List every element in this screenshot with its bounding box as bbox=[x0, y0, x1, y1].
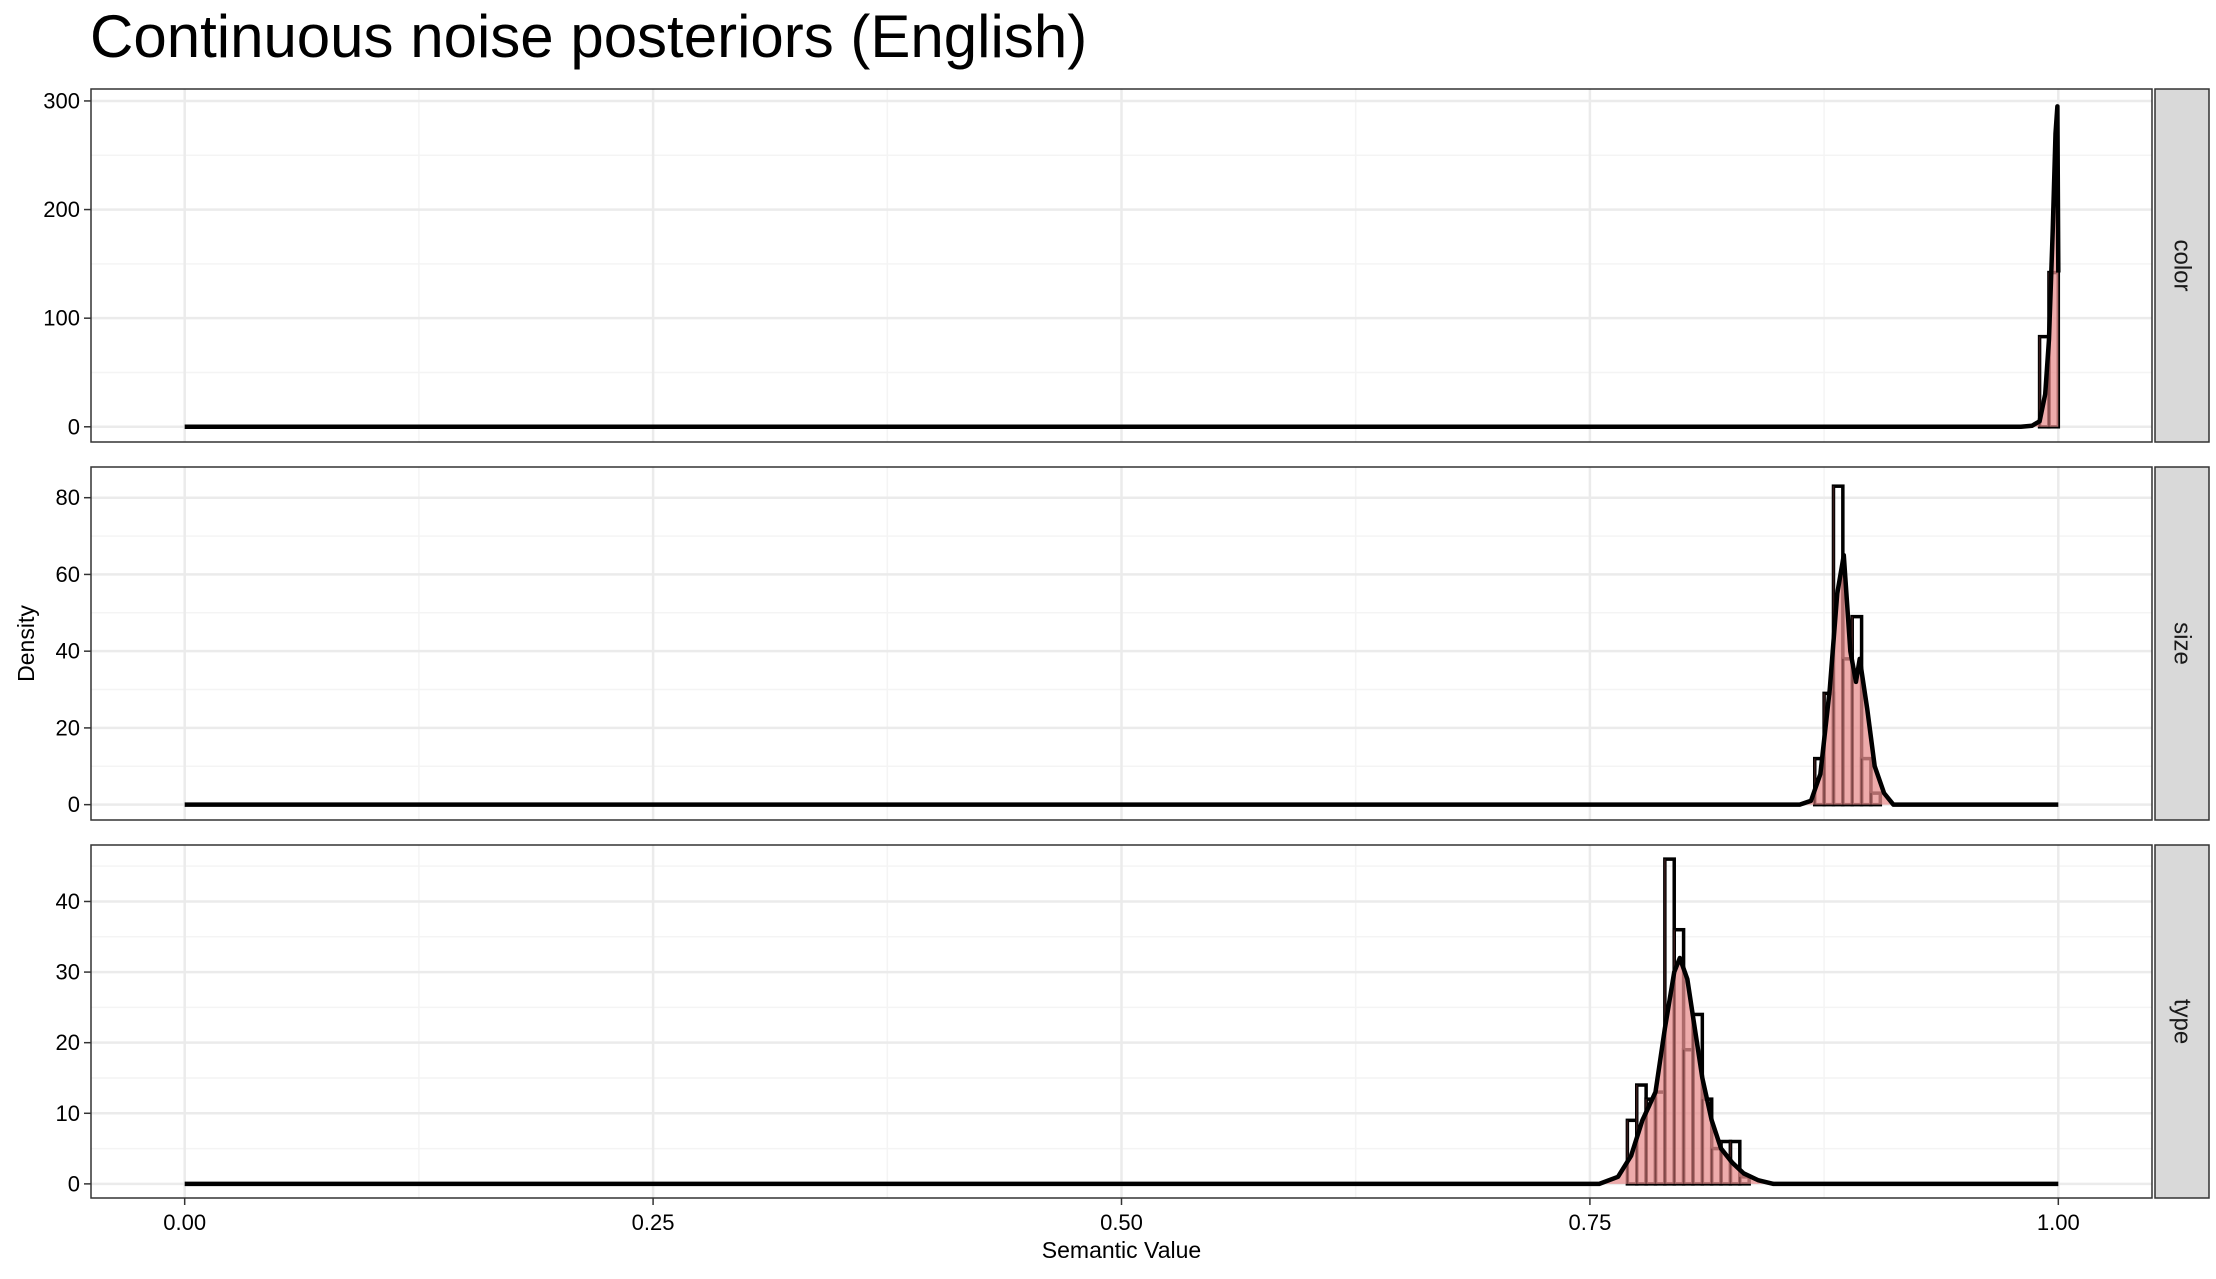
y-tick-label: 200 bbox=[43, 197, 80, 222]
x-tick-label: 0.25 bbox=[632, 1210, 675, 1235]
x-tick-label: 0.75 bbox=[1568, 1210, 1611, 1235]
density-area bbox=[184, 555, 2059, 805]
facet-strip-label: type bbox=[2169, 999, 2196, 1044]
x-axis-title: Semantic Value bbox=[1042, 1237, 1201, 1263]
y-tick-label: 30 bbox=[56, 960, 80, 985]
panel-border bbox=[90, 88, 2153, 443]
y-tick-label: 300 bbox=[43, 88, 80, 113]
y-tick-label: 20 bbox=[56, 1030, 80, 1055]
chart-title: Continuous noise posteriors (English) bbox=[90, 3, 1088, 70]
facet-strip-label: size bbox=[2169, 622, 2196, 665]
facet-strip bbox=[2154, 844, 2210, 1199]
y-tick-label: 60 bbox=[56, 562, 80, 587]
y-tick-label: 40 bbox=[56, 639, 80, 664]
y-tick-label: 0 bbox=[68, 1171, 80, 1196]
x-tick-label: 0.00 bbox=[163, 1210, 206, 1235]
density-curve bbox=[184, 553, 2059, 807]
facet-strip-label: color bbox=[2169, 239, 2196, 291]
x-tick-label: 0.50 bbox=[1100, 1210, 1143, 1235]
y-tick-label: 0 bbox=[68, 414, 80, 439]
facet-strip bbox=[2154, 88, 2210, 443]
density-curve bbox=[184, 955, 2059, 1187]
panel-border bbox=[90, 466, 2153, 821]
facet-strip bbox=[2154, 466, 2210, 821]
density-curve bbox=[184, 104, 2061, 430]
y-axis-title: Density bbox=[13, 605, 39, 682]
y-tick-label: 10 bbox=[56, 1101, 80, 1126]
y-tick-label: 80 bbox=[56, 485, 80, 510]
y-tick-label: 40 bbox=[56, 889, 80, 914]
y-tick-label: 100 bbox=[43, 306, 80, 331]
x-tick-label: 1.00 bbox=[2037, 1210, 2080, 1235]
y-tick-label: 0 bbox=[68, 792, 80, 817]
y-tick-label: 20 bbox=[56, 715, 80, 740]
